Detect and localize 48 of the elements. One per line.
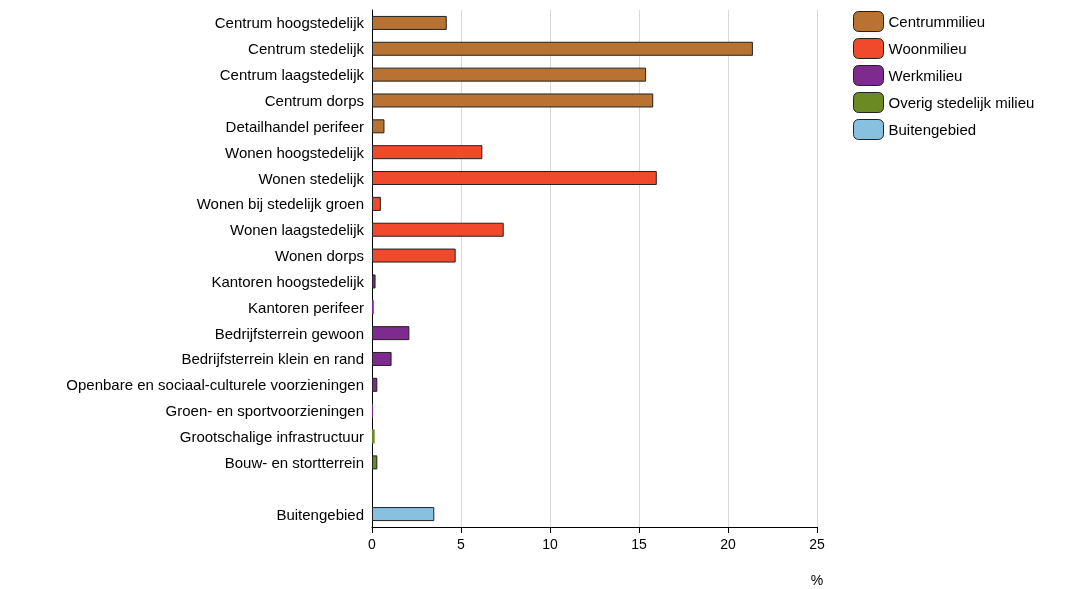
x-tick-label: 25 <box>809 536 825 552</box>
legend-label: Woonmilieu <box>888 40 967 57</box>
y-tick-label: Centrum stedelijk <box>248 40 365 58</box>
y-tick-label: Wonen stedelijk <box>258 169 365 187</box>
bar <box>372 351 392 366</box>
bar <box>372 507 435 522</box>
y-tick-label: Wonen hoogstedelijk <box>225 143 365 161</box>
bar <box>372 196 381 211</box>
y-tick-label: Kantoren perifeer <box>248 298 364 316</box>
bar <box>372 222 504 237</box>
bar <box>372 377 378 392</box>
y-tick-label: Wonen bij stedelijk groen <box>196 195 364 213</box>
y-tick-label: Groen- en sportvoorzieningen <box>165 402 364 420</box>
y-tick-label: Openbare en sociaal-culturele voorzieningen <box>66 376 364 394</box>
bar <box>372 171 657 186</box>
bar <box>372 326 410 341</box>
bar <box>372 429 375 444</box>
bar <box>372 67 647 82</box>
y-tick-label: Grootschalige infrastructuur <box>179 428 364 446</box>
bar <box>372 274 376 289</box>
bar <box>372 145 483 160</box>
y-tick-label: Detailhandel perifeer <box>225 117 364 135</box>
x-tick-label: 20 <box>720 536 736 552</box>
legend-label: Centrummilieu <box>888 13 986 30</box>
y-tick-label: Wonen dorps <box>275 247 364 265</box>
x-axis-title: % <box>810 572 824 588</box>
legend-label: Werkmilieu <box>888 67 963 84</box>
x-tick-label: 0 <box>368 536 377 552</box>
bar <box>372 455 378 470</box>
bar <box>372 119 385 134</box>
y-tick-label: Bouw- en stortterrein <box>224 453 364 471</box>
x-tick-label: 15 <box>631 536 647 552</box>
legend-label: Buitengebied <box>888 121 977 138</box>
y-tick-label: Bedrijfsterrein gewoon <box>214 324 364 342</box>
legend-label: Overig stedelijk milieu <box>888 94 1035 111</box>
y-tick-label: Centrum laagstedelijk <box>219 66 365 84</box>
bar <box>372 41 753 56</box>
x-tick-label: 5 <box>457 536 466 552</box>
y-tick-label: Buitengebied <box>276 505 364 523</box>
x-tick-label: 10 <box>542 536 558 552</box>
bar <box>372 248 456 263</box>
y-tick-label: Kantoren hoogstedelijk <box>211 272 365 290</box>
y-tick-label: Wonen laagstedelijk <box>230 221 365 239</box>
bar <box>372 15 447 30</box>
y-tick-label: Bedrijfsterrein klein en rand <box>181 350 364 368</box>
y-tick-label: Centrum hoogstedelijk <box>214 14 365 32</box>
y-tick-label: Centrum dorps <box>264 91 364 109</box>
bar <box>372 93 654 108</box>
